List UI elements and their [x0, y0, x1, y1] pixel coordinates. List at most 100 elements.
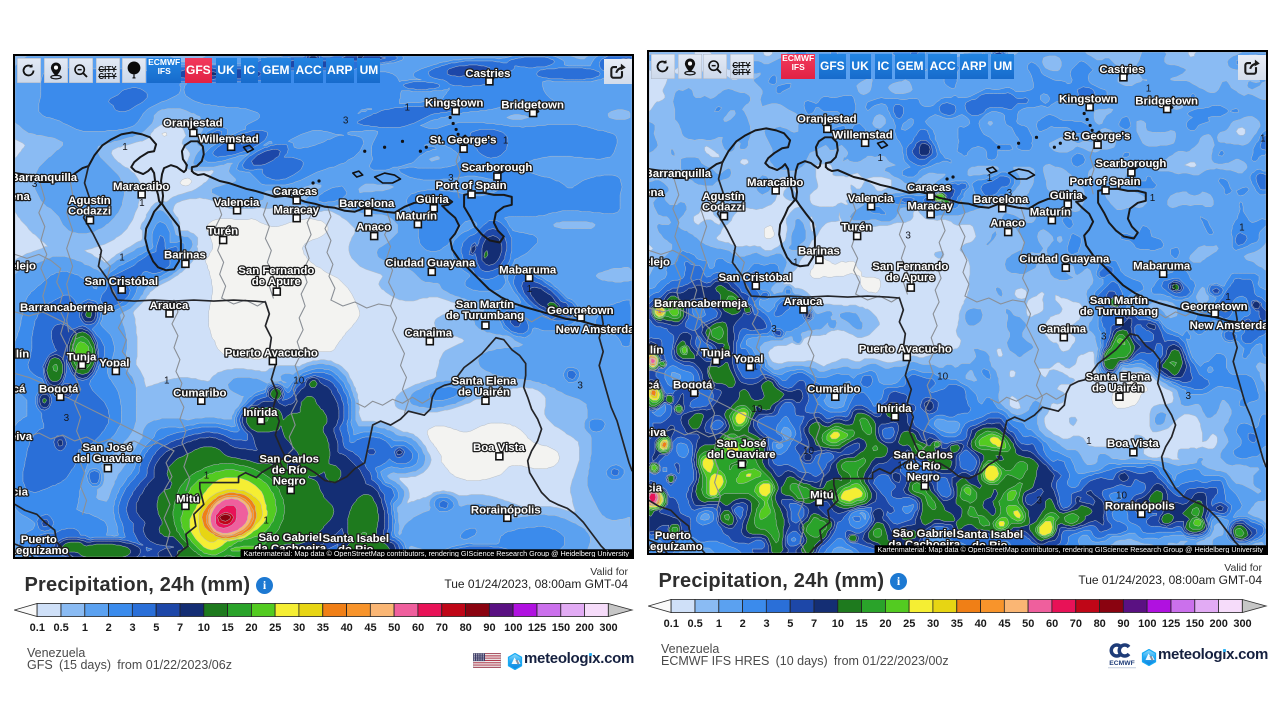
svg-text:elejo: elejo	[15, 260, 36, 272]
svg-text:Boa Vista: Boa Vista	[473, 442, 525, 454]
svg-text:Santa Isabel: Santa Isabel	[956, 529, 1023, 541]
svg-text:San Carlos: San Carlos	[893, 450, 953, 462]
svg-text:de Apure: de Apure	[886, 272, 935, 284]
svg-text:Ciudad Guayana: Ciudad Guayana	[385, 257, 476, 269]
svg-text:Cumaribo: Cumaribo	[173, 387, 226, 399]
svg-text:Barranquilla: Barranquilla	[15, 172, 78, 184]
svg-text:San Cristóbal: San Cristóbal	[719, 272, 793, 284]
svg-text:1: 1	[204, 471, 210, 482]
svg-text:Santa Elena: Santa Elena	[1086, 371, 1151, 383]
svg-text:San Cristóbal: San Cristóbal	[85, 276, 159, 288]
svg-text:Yopal: Yopal	[99, 358, 129, 370]
svg-text:Bogotá: Bogotá	[39, 383, 79, 395]
svg-text:Barranquilla: Barranquilla	[649, 168, 712, 180]
svg-text:Bridgetown: Bridgetown	[1135, 96, 1198, 108]
svg-text:10: 10	[937, 371, 949, 382]
svg-text:Puerto Ayacucho: Puerto Ayacucho	[225, 348, 318, 360]
svg-text:San Martín: San Martín	[1090, 295, 1148, 307]
svg-text:ena: ena	[649, 187, 664, 199]
svg-text:Castries: Castries	[1099, 64, 1144, 76]
svg-text:1: 1	[164, 375, 170, 386]
svg-text:3: 3	[577, 380, 583, 391]
svg-text:Santa Isabel: Santa Isabel	[322, 533, 389, 545]
svg-text:1: 1	[793, 257, 799, 268]
svg-text:San Fernando: San Fernando	[872, 261, 948, 273]
svg-text:Oranjestad: Oranjestad	[163, 117, 223, 129]
svg-text:3: 3	[771, 324, 777, 335]
svg-text:3: 3	[32, 179, 38, 190]
svg-text:Scarborough: Scarborough	[1095, 158, 1166, 170]
svg-text:3: 3	[64, 413, 70, 424]
svg-text:10: 10	[803, 446, 815, 457]
svg-text:Kingstown: Kingstown	[425, 98, 483, 110]
svg-text:Tunja: Tunja	[701, 348, 731, 360]
svg-text:Barrancabermeja: Barrancabermeja	[20, 302, 114, 314]
svg-text:New Amsterdam: New Amsterdam	[556, 324, 632, 336]
svg-text:1: 1	[1086, 436, 1092, 447]
svg-text:Kingstown: Kingstown	[1059, 94, 1117, 106]
svg-text:3: 3	[905, 231, 911, 242]
svg-text:Turén: Turén	[207, 226, 238, 238]
svg-text:St. George's: St. George's	[1064, 130, 1131, 142]
svg-text:3: 3	[1007, 188, 1013, 199]
svg-text:ECMWF: ECMWF	[1109, 660, 1135, 667]
svg-text:Canaima: Canaima	[1039, 324, 1087, 336]
svg-text:Negro: Negro	[273, 476, 306, 488]
svg-text:Barinas: Barinas	[164, 249, 206, 261]
svg-text:Scarborough: Scarborough	[461, 162, 532, 174]
svg-text:Santa Elena: Santa Elena	[452, 375, 517, 387]
svg-text:Georgetown: Georgetown	[1181, 301, 1248, 313]
svg-text:Puerto Ayacucho: Puerto Ayacucho	[859, 344, 952, 356]
svg-text:eiva: eiva	[15, 431, 33, 443]
svg-text:San Fernando: San Fernando	[238, 265, 314, 277]
svg-text:Puerto: Puerto	[21, 534, 57, 546]
svg-text:del Guaviare: del Guaviare	[73, 453, 142, 465]
svg-text:Inírida: Inírida	[877, 403, 912, 415]
svg-text:Mabaruma: Mabaruma	[1133, 260, 1191, 272]
svg-text:Rorainópolis: Rorainópolis	[471, 504, 541, 516]
svg-text:Barinas: Barinas	[798, 245, 840, 257]
svg-text:São Gabriel: São Gabriel	[258, 532, 321, 544]
svg-text:3: 3	[448, 173, 454, 184]
svg-text:1: 1	[987, 173, 993, 184]
svg-text:St. George's: St. George's	[430, 134, 497, 146]
svg-text:Bogotá: Bogotá	[673, 379, 713, 391]
svg-text:1: 1	[1146, 84, 1152, 95]
svg-text:Güiria: Güiria	[1050, 190, 1084, 202]
svg-text:Anaco: Anaco	[990, 218, 1025, 230]
svg-text:1: 1	[122, 142, 128, 153]
svg-text:Maturín: Maturín	[1030, 207, 1071, 219]
svg-text:Anaco: Anaco	[356, 222, 391, 234]
svg-text:eiva: eiva	[649, 427, 667, 439]
svg-text:Bridgetown: Bridgetown	[501, 100, 564, 112]
svg-text:de Río: de Río	[272, 465, 307, 477]
svg-text:Port of Spain: Port of Spain	[436, 180, 507, 192]
svg-text:Güiria: Güiria	[416, 194, 450, 206]
svg-text:10: 10	[751, 404, 763, 415]
svg-text:Mabaruma: Mabaruma	[499, 264, 557, 276]
svg-text:Port of Spain: Port of Spain	[1070, 176, 1141, 188]
svg-text:ena: ena	[15, 191, 30, 203]
svg-text:1: 1	[1260, 133, 1266, 144]
svg-text:San Martín: San Martín	[456, 299, 514, 311]
svg-text:San José: San José	[82, 442, 132, 454]
svg-text:Negro: Negro	[907, 472, 940, 484]
svg-text:Agustín: Agustín	[68, 195, 111, 207]
svg-text:cá: cá	[15, 383, 26, 395]
svg-text:Agustín: Agustín	[702, 191, 745, 203]
svg-text:3: 3	[343, 115, 349, 126]
svg-text:Maracaibo: Maracaibo	[113, 181, 169, 193]
svg-text:1: 1	[139, 198, 145, 209]
svg-text:de Río: de Río	[906, 461, 941, 473]
svg-text:Maracay: Maracay	[907, 201, 953, 213]
svg-text:1: 1	[527, 284, 533, 295]
svg-text:1: 1	[1150, 193, 1156, 204]
svg-text:Oranjestad: Oranjestad	[797, 113, 857, 125]
svg-text:Willemstad: Willemstad	[833, 129, 893, 141]
svg-text:São Gabriel: São Gabriel	[892, 528, 955, 540]
svg-text:1: 1	[1239, 223, 1245, 234]
svg-text:San Carlos: San Carlos	[259, 454, 319, 466]
svg-text:cá: cá	[649, 379, 660, 391]
